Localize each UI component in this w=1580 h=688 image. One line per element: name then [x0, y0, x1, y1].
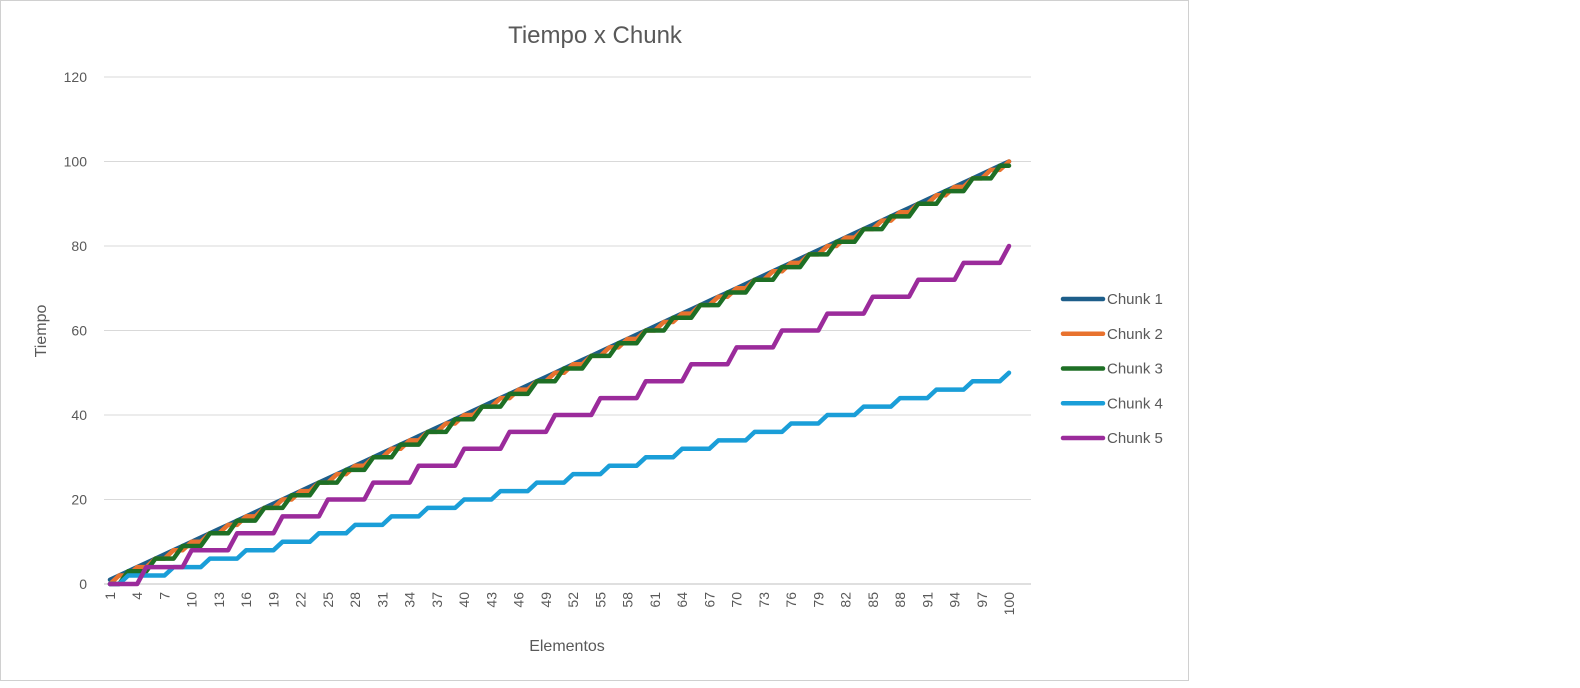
- legend-label: Chunk 3: [1107, 361, 1163, 378]
- x-tick-label: 19: [265, 592, 281, 608]
- x-tick-label: 82: [838, 592, 854, 608]
- series-line-chunk-3: [107, 163, 1012, 587]
- x-tick-label: 61: [647, 592, 663, 608]
- x-tick-label: 76: [783, 592, 799, 608]
- x-tick-label: 4: [129, 592, 145, 600]
- legend-label: Chunk 5: [1107, 430, 1163, 447]
- legend-label: Chunk 1: [1107, 291, 1163, 308]
- y-tick-label: 120: [64, 69, 88, 85]
- x-tick-label: 67: [701, 592, 717, 608]
- x-tick-label: 73: [756, 592, 772, 608]
- y-tick-label: 40: [71, 407, 87, 423]
- x-tick-label: 49: [538, 592, 554, 608]
- x-tick-label: 64: [674, 592, 690, 608]
- x-tick-label: 25: [320, 592, 336, 608]
- y-tick-label: 60: [71, 323, 87, 339]
- series-lines: [107, 159, 1012, 587]
- x-axis-title: Elementos: [529, 638, 605, 655]
- y-axis-ticks: 0 20 40 60 80 100 120: [64, 69, 88, 592]
- chart-title: Tiempo x Chunk: [508, 22, 683, 49]
- x-tick-label: 13: [211, 592, 227, 608]
- x-tick-label: 16: [238, 592, 254, 608]
- x-tick-label: 37: [429, 592, 445, 608]
- x-tick-label: 52: [565, 592, 581, 608]
- x-tick-label: 91: [919, 592, 935, 608]
- x-tick-label: 1: [102, 592, 118, 600]
- y-tick-label: 0: [79, 576, 87, 592]
- y-axis-title: Tiempo: [33, 305, 50, 358]
- x-tick-label: 31: [374, 592, 390, 608]
- y-tick-label: 100: [64, 154, 88, 170]
- x-tick-label: 79: [810, 592, 826, 608]
- x-tick-label: 34: [402, 592, 418, 608]
- series-line-chunk-4: [107, 370, 1012, 587]
- x-tick-label: 43: [483, 592, 499, 608]
- x-tick-label: 94: [947, 592, 963, 608]
- x-tick-label: 7: [156, 592, 172, 600]
- x-tick-label: 97: [974, 592, 990, 608]
- legend: Chunk 1 Chunk 2 Chunk 3 Chunk 4 Chunk 5: [1060, 291, 1163, 447]
- legend-label: Chunk 2: [1107, 326, 1163, 343]
- y-tick-label: 20: [71, 492, 87, 508]
- x-tick-label: 70: [729, 592, 745, 608]
- x-tick-label: 40: [456, 592, 472, 608]
- x-tick-label: 22: [293, 592, 309, 608]
- x-tick-label: 55: [592, 592, 608, 608]
- y-tick-label: 80: [71, 238, 87, 254]
- x-tick-label: 10: [184, 592, 200, 608]
- x-tick-label: 100: [1001, 592, 1017, 616]
- x-tick-label: 46: [511, 592, 527, 608]
- legend-label: Chunk 4: [1107, 395, 1163, 412]
- series-line-chunk-5: [107, 243, 1012, 587]
- x-axis-ticks: 1 4 7 10 13 16 19 22 25 28 31 34 37 40 43 46 49 52 55 58 61 6…: [102, 592, 1017, 616]
- gridlines: [104, 76, 1031, 585]
- x-tick-label: 88: [892, 592, 908, 608]
- x-tick-label: 28: [347, 592, 363, 608]
- x-tick-label: 85: [865, 592, 881, 608]
- x-tick-label: 58: [620, 592, 636, 608]
